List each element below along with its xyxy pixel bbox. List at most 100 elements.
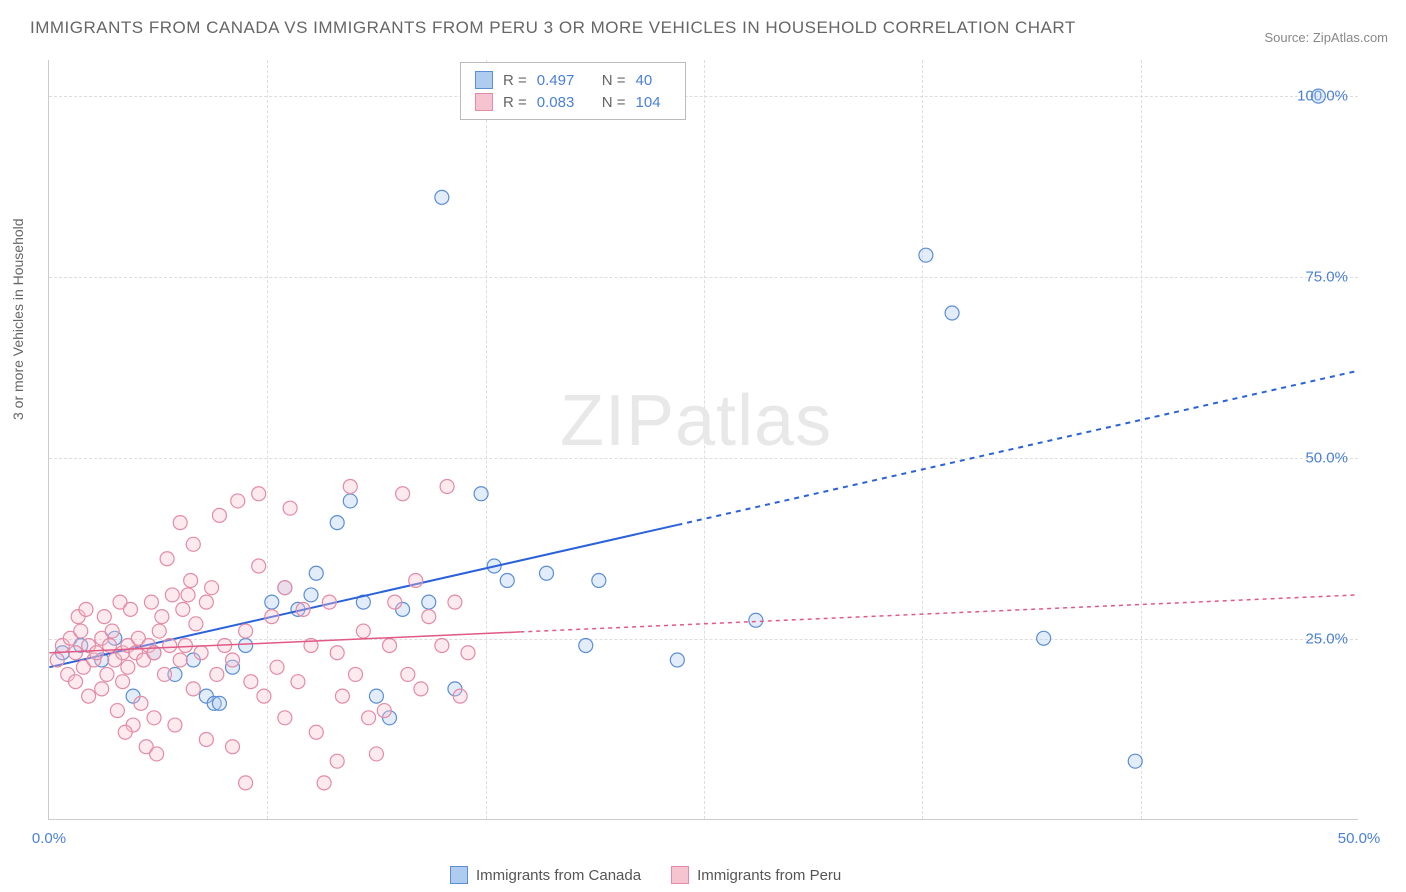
data-point (252, 559, 266, 573)
data-point (178, 639, 192, 653)
data-point (670, 653, 684, 667)
chart-svg (49, 60, 1358, 819)
data-point (362, 711, 376, 725)
legend-swatch (671, 866, 689, 884)
data-point (448, 595, 462, 609)
data-point (296, 602, 310, 616)
data-point (278, 711, 292, 725)
n-label: N = (602, 72, 626, 89)
data-point (210, 667, 224, 681)
plot-area: 25.0%50.0%75.0%100.0%0.0%50.0% (48, 60, 1358, 820)
x-tick-label: 0.0% (32, 830, 66, 847)
data-point (239, 624, 253, 638)
data-point (176, 602, 190, 616)
data-point (330, 516, 344, 530)
data-point (165, 588, 179, 602)
data-point (440, 479, 454, 493)
data-point (265, 595, 279, 609)
data-point (97, 610, 111, 624)
data-point (343, 479, 357, 493)
data-point (309, 725, 323, 739)
data-point (322, 595, 336, 609)
data-point (121, 660, 135, 674)
data-point (152, 624, 166, 638)
data-point (383, 639, 397, 653)
legend-item: Immigrants from Canada (450, 866, 641, 884)
data-point (95, 682, 109, 696)
data-point (186, 682, 200, 696)
data-point (212, 696, 226, 710)
r-value: 0.083 (537, 94, 592, 111)
data-point (461, 646, 475, 660)
data-point (414, 682, 428, 696)
data-point (257, 689, 271, 703)
data-point (435, 639, 449, 653)
data-point (160, 552, 174, 566)
bottom-legend: Immigrants from Canada Immigrants from Pe… (450, 866, 841, 884)
data-point (291, 675, 305, 689)
data-point (157, 667, 171, 681)
stats-row: R =0.497N =40 (475, 69, 671, 91)
data-point (163, 639, 177, 653)
data-point (422, 610, 436, 624)
data-point (343, 494, 357, 508)
data-point (474, 487, 488, 501)
data-point (283, 501, 297, 515)
stats-box: R =0.497N =40R =0.083N =104 (460, 62, 686, 120)
data-point (1311, 89, 1325, 103)
stats-row: R =0.083N =104 (475, 91, 671, 113)
data-point (69, 675, 83, 689)
legend-item: Immigrants from Peru (671, 866, 841, 884)
data-point (147, 711, 161, 725)
legend-label: Immigrants from Canada (476, 867, 641, 884)
data-point (194, 646, 208, 660)
data-point (252, 487, 266, 501)
data-point (89, 646, 103, 660)
data-point (155, 610, 169, 624)
data-point (184, 573, 198, 587)
data-point (377, 704, 391, 718)
data-point (304, 588, 318, 602)
data-point (309, 566, 323, 580)
data-point (388, 595, 402, 609)
data-point (396, 487, 410, 501)
data-point (1128, 754, 1142, 768)
data-point (181, 588, 195, 602)
data-point (945, 306, 959, 320)
data-point (356, 624, 370, 638)
data-point (69, 646, 83, 660)
legend-label: Immigrants from Peru (697, 867, 841, 884)
data-point (226, 653, 240, 667)
data-point (118, 725, 132, 739)
source-label: Source: ZipAtlas.com (1264, 30, 1388, 45)
data-point (435, 190, 449, 204)
trend-line-dashed (520, 595, 1357, 632)
data-point (1037, 631, 1051, 645)
data-point (239, 639, 253, 653)
data-point (239, 776, 253, 790)
data-point (231, 494, 245, 508)
data-point (79, 602, 93, 616)
data-point (205, 581, 219, 595)
data-point (278, 581, 292, 595)
n-value: 40 (636, 72, 671, 89)
data-point (199, 732, 213, 746)
data-point (173, 516, 187, 530)
data-point (749, 613, 763, 627)
data-point (335, 689, 349, 703)
data-point (540, 566, 554, 580)
data-point (134, 696, 148, 710)
data-point (270, 660, 284, 674)
data-point (369, 689, 383, 703)
data-point (226, 740, 240, 754)
data-point (144, 595, 158, 609)
data-point (50, 653, 64, 667)
data-point (422, 595, 436, 609)
data-point (330, 754, 344, 768)
n-value: 104 (636, 94, 671, 111)
data-point (186, 537, 200, 551)
y-axis-label: 3 or more Vehicles in Household (10, 218, 26, 420)
data-point (592, 573, 606, 587)
legend-swatch (450, 866, 468, 884)
chart-title: IMMIGRANTS FROM CANADA VS IMMIGRANTS FRO… (30, 18, 1076, 38)
